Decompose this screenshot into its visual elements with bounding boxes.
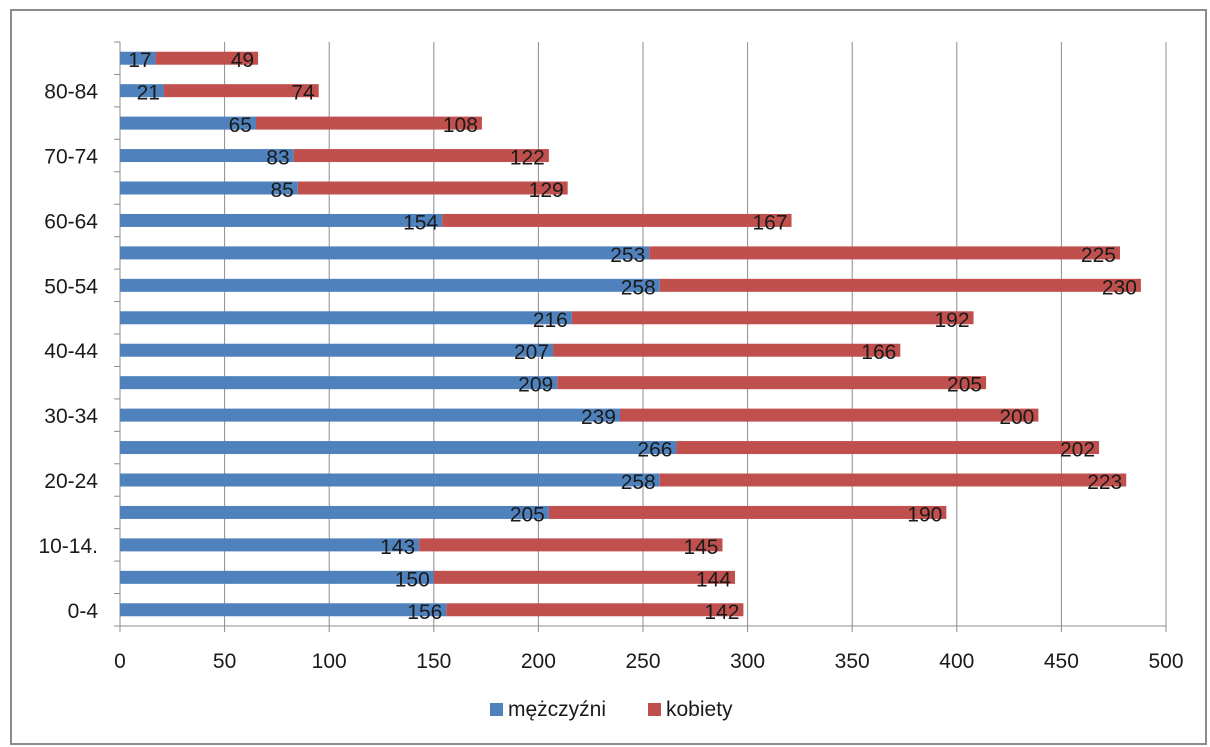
x-tick-label-8: 400 [939,650,974,673]
data-label-mezczyzni-0: 156 [407,601,442,624]
bar-kobiety-11 [649,246,1120,260]
data-label-kobiety-8: 166 [861,341,896,364]
bar-kobiety-1 [433,570,736,584]
data-label-mezczyzni-2: 143 [380,536,415,559]
x-tick-label-1: 50 [213,650,236,673]
legend-swatch-mezczyzni [490,703,503,716]
data-label-kobiety-5: 202 [1060,439,1095,462]
bar-mezczyzni-0 [120,603,447,617]
x-tick-label-10: 500 [1148,650,1183,673]
y-tick-label-8: 40-44 [44,340,98,363]
data-label-kobiety-7: 205 [947,374,982,397]
bar-kobiety-7 [557,376,987,390]
y-tick-label-16: 80-84 [44,81,98,104]
bar-kobiety-8 [553,343,901,357]
bar-kobiety-6 [619,408,1039,422]
data-label-kobiety-12: 167 [752,211,787,234]
bar-mezczyzni-15 [120,116,256,130]
data-label-kobiety-6: 200 [999,406,1034,429]
bar-mezczyzni-7 [120,376,558,390]
y-tick-label-10: 50-54 [44,275,98,298]
legend-label-mezczyzni: mężczyźni [508,698,606,721]
data-label-kobiety-2: 145 [683,536,718,559]
data-label-mezczyzni-12: 154 [403,211,438,234]
data-label-mezczyzni-10: 258 [621,276,656,299]
data-label-mezczyzni-8: 207 [514,341,549,364]
x-tick-label-0: 0 [114,650,126,673]
bar-kobiety-13 [297,181,568,195]
y-tick-label-12: 60-64 [44,210,98,233]
data-label-kobiety-13: 129 [529,179,564,202]
bar-kobiety-12 [442,213,792,227]
data-label-mezczyzni-7: 209 [518,374,553,397]
bar-mezczyzni-17 [120,51,156,65]
bar-mezczyzni-12 [120,213,443,227]
data-label-kobiety-10: 230 [1102,276,1137,299]
bar-mezczyzni-5 [120,441,677,455]
data-label-mezczyzni-11: 253 [610,244,645,267]
bar-kobiety-5 [676,441,1100,455]
y-tick-label-0: 0-4 [68,600,99,623]
y-tick-label-14: 70-74 [44,146,98,169]
x-tick-label-7: 350 [835,650,870,673]
data-label-kobiety-14: 122 [510,147,545,170]
legend-swatch-kobiety [648,703,661,716]
data-label-mezczyzni-3: 205 [510,503,545,526]
bar-mezczyzni-9 [120,311,572,325]
x-tick-label-6: 300 [730,650,765,673]
legend-label-kobiety: kobiety [666,698,733,721]
bar-kobiety-17 [155,51,259,65]
data-label-mezczyzni-5: 266 [637,439,672,462]
data-label-mezczyzni-4: 258 [621,471,656,494]
x-tick-label-9: 450 [1044,650,1079,673]
bar-kobiety-2 [419,538,723,552]
bar-mezczyzni-2 [120,538,420,552]
bar-mezczyzni-6 [120,408,620,422]
data-label-kobiety-0: 142 [704,601,739,624]
bar-kobiety-10 [659,278,1141,292]
y-tick-label-4: 20-24 [44,470,98,493]
bar-kobiety-15 [255,116,482,130]
data-label-kobiety-17: 49 [231,49,254,72]
bar-mezczyzni-11 [120,246,650,260]
bar-mezczyzni-16 [120,84,164,98]
data-label-mezczyzni-16: 21 [137,82,160,105]
bar-mezczyzni-4 [120,473,660,487]
data-label-mezczyzni-14: 83 [266,147,289,170]
bar-kobiety-4 [659,473,1127,487]
data-label-mezczyzni-6: 239 [581,406,616,429]
data-label-kobiety-15: 108 [443,114,478,137]
bar-kobiety-0 [446,603,744,617]
data-label-kobiety-4: 223 [1087,471,1122,494]
bar-kobiety-16 [163,84,319,98]
data-label-mezczyzni-1: 150 [395,568,430,591]
data-label-kobiety-9: 192 [934,309,969,332]
bar-kobiety-9 [571,311,974,325]
data-label-mezczyzni-13: 85 [270,179,293,202]
y-tick-label-6: 30-34 [44,405,98,428]
bar-mezczyzni-3 [120,505,549,519]
data-label-kobiety-16: 74 [291,82,315,105]
bar-mezczyzni-14 [120,149,294,163]
y-tick-label-2: 10-14. [38,535,98,558]
bar-mezczyzni-8 [120,343,554,357]
x-tick-label-3: 150 [416,650,451,673]
bar-kobiety-14 [293,149,549,163]
data-label-kobiety-3: 190 [907,503,942,526]
bar-mezczyzni-13 [120,181,298,195]
bar-kobiety-3 [548,505,947,519]
x-tick-label-5: 250 [625,650,660,673]
data-label-mezczyzni-15: 65 [229,114,252,137]
x-tick-label-4: 200 [521,650,556,673]
bar-mezczyzni-10 [120,278,660,292]
x-tick-label-2: 100 [312,650,347,673]
data-label-mezczyzni-9: 216 [533,309,568,332]
data-label-kobiety-1: 144 [696,568,731,591]
bar-mezczyzni-1 [120,570,434,584]
data-label-kobiety-11: 225 [1081,244,1116,267]
data-label-mezczyzni-17: 17 [128,49,151,72]
